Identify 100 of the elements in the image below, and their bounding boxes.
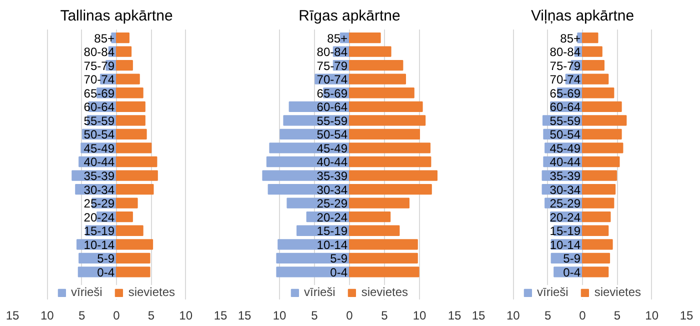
y-tick-label: 55-59 bbox=[84, 114, 115, 128]
bar bbox=[349, 225, 400, 236]
y-tick-label: 25-29 bbox=[550, 196, 581, 211]
bar bbox=[116, 198, 138, 208]
bar bbox=[116, 156, 158, 168]
y-tick-label: 50-54 bbox=[84, 128, 115, 142]
x-tick-label: 5 bbox=[78, 308, 86, 322]
x-tick-label: 5 bbox=[381, 308, 388, 322]
x-tick-label: 15 bbox=[238, 308, 252, 322]
bar bbox=[116, 46, 132, 57]
bar bbox=[349, 184, 432, 195]
y-tick-label: 45-49 bbox=[316, 141, 348, 156]
legend-label: vīrieši bbox=[70, 285, 102, 299]
bar bbox=[349, 74, 406, 84]
y-tick-label: 80-84 bbox=[84, 45, 115, 60]
y-tick-label: 40-44 bbox=[316, 155, 348, 170]
bar bbox=[582, 170, 617, 181]
bar bbox=[116, 252, 150, 264]
bar bbox=[116, 128, 147, 140]
y-tick-label: 30-34 bbox=[550, 182, 581, 197]
bar bbox=[582, 212, 611, 222]
bar bbox=[582, 239, 613, 250]
x-tick-label: 5 bbox=[544, 308, 552, 322]
bar bbox=[349, 46, 392, 57]
x-tick-label: 15 bbox=[448, 308, 462, 322]
bar bbox=[582, 184, 616, 195]
bar bbox=[116, 266, 150, 278]
bar bbox=[116, 101, 146, 112]
y-tick-label: 60-64 bbox=[316, 100, 348, 114]
y-tick-label: 40-44 bbox=[550, 155, 581, 170]
bar bbox=[349, 142, 430, 154]
y-tick-label: 50-54 bbox=[550, 128, 581, 142]
bar bbox=[582, 225, 609, 236]
bar bbox=[116, 115, 146, 126]
bar bbox=[116, 142, 152, 154]
chart-title: Tallinas apkārtne bbox=[60, 8, 173, 24]
y-tick-label: 15-19 bbox=[316, 224, 348, 238]
bar bbox=[582, 101, 622, 112]
bar bbox=[116, 184, 154, 195]
y-tick-label: 10-14 bbox=[550, 238, 581, 252]
y-tick-label: 75-79 bbox=[84, 58, 115, 73]
bar bbox=[116, 170, 158, 181]
bar bbox=[582, 115, 627, 126]
x-tick-label: 10 bbox=[179, 308, 193, 322]
bar bbox=[582, 88, 614, 98]
bar bbox=[349, 60, 404, 71]
y-tick-label: 35-39 bbox=[316, 169, 348, 184]
x-tick-label: 10 bbox=[272, 308, 286, 322]
bar bbox=[116, 74, 140, 84]
bar bbox=[116, 225, 144, 236]
y-tick-label: 5-9 bbox=[330, 252, 348, 266]
y-tick-label: 0-4 bbox=[330, 265, 348, 280]
bar bbox=[582, 74, 609, 84]
x-tick-label: 0 bbox=[579, 308, 586, 322]
y-tick-label: 55-59 bbox=[550, 114, 581, 128]
y-tick-label: 60-64 bbox=[550, 100, 581, 114]
y-tick-label: 35-39 bbox=[84, 169, 115, 184]
y-tick-label: 70-74 bbox=[84, 72, 115, 87]
y-tick-label: 30-34 bbox=[84, 182, 115, 197]
x-tick-label: 15 bbox=[472, 308, 486, 322]
y-tick-label: 25-29 bbox=[84, 196, 115, 211]
y-tick-label: 35-39 bbox=[550, 169, 581, 184]
y-tick-label: 45-49 bbox=[550, 141, 581, 156]
chart-title: Viļņas apkārtne bbox=[530, 8, 634, 24]
y-tick-label: 20-24 bbox=[84, 210, 115, 224]
bar bbox=[349, 212, 391, 222]
x-tick-label: 0 bbox=[113, 308, 120, 322]
y-tick-label: 85+ bbox=[94, 31, 115, 46]
y-tick-label: 30-34 bbox=[316, 182, 348, 197]
y-tick-label: 10-14 bbox=[316, 238, 348, 252]
y-tick-label: 10-14 bbox=[84, 238, 115, 252]
x-tick-label: 0 bbox=[346, 308, 354, 322]
x-tick-label: 15 bbox=[6, 308, 20, 322]
bar bbox=[582, 198, 614, 208]
y-tick-label: 65-69 bbox=[550, 86, 581, 100]
y-tick-label: 70-74 bbox=[316, 72, 348, 87]
legend-label: sievietes bbox=[594, 285, 642, 299]
y-tick-label: 70-74 bbox=[550, 72, 581, 87]
bar bbox=[349, 88, 414, 98]
bar bbox=[349, 101, 423, 112]
bar bbox=[116, 32, 130, 44]
x-tick-label: 5 bbox=[311, 308, 318, 322]
y-tick-label: 65-69 bbox=[84, 86, 115, 100]
bar bbox=[349, 266, 420, 278]
y-tick-label: 80-84 bbox=[316, 45, 348, 60]
x-tick-label: 5 bbox=[148, 308, 155, 322]
bar bbox=[349, 32, 381, 44]
bar bbox=[349, 170, 438, 181]
y-tick-label: 20-24 bbox=[550, 210, 581, 224]
y-tick-label: 40-44 bbox=[84, 155, 115, 170]
y-tick-label: 50-54 bbox=[316, 128, 348, 142]
y-tick-label: 85+ bbox=[560, 31, 581, 46]
bar bbox=[582, 46, 602, 57]
bar bbox=[276, 266, 350, 278]
y-tick-label: 5-9 bbox=[563, 252, 581, 266]
y-tick-label: 15-19 bbox=[550, 224, 581, 238]
bar bbox=[582, 142, 624, 154]
y-tick-label: 85+ bbox=[327, 31, 348, 46]
bar bbox=[349, 239, 418, 250]
y-tick-label: 25-29 bbox=[316, 196, 348, 211]
